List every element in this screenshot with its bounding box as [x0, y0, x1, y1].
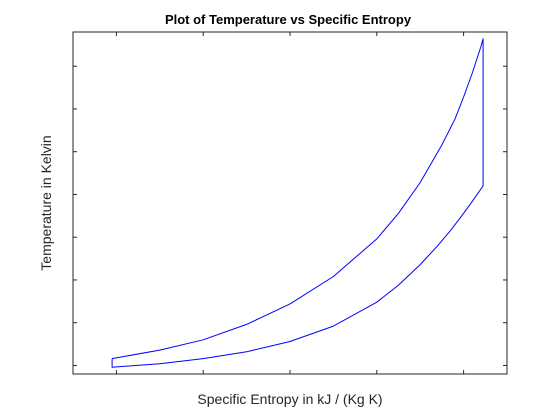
- x-axis-label: Specific Entropy in kJ / (Kg K): [197, 391, 382, 407]
- chart-title: Plot of Temperature vs Specific Entropy: [165, 12, 412, 27]
- y-axis-label: Temperature in Kelvin: [38, 135, 54, 270]
- axis-ticks: [73, 32, 507, 374]
- plot-area: [72, 31, 508, 375]
- data-series: [111, 38, 484, 368]
- series-line-0: [111, 38, 484, 368]
